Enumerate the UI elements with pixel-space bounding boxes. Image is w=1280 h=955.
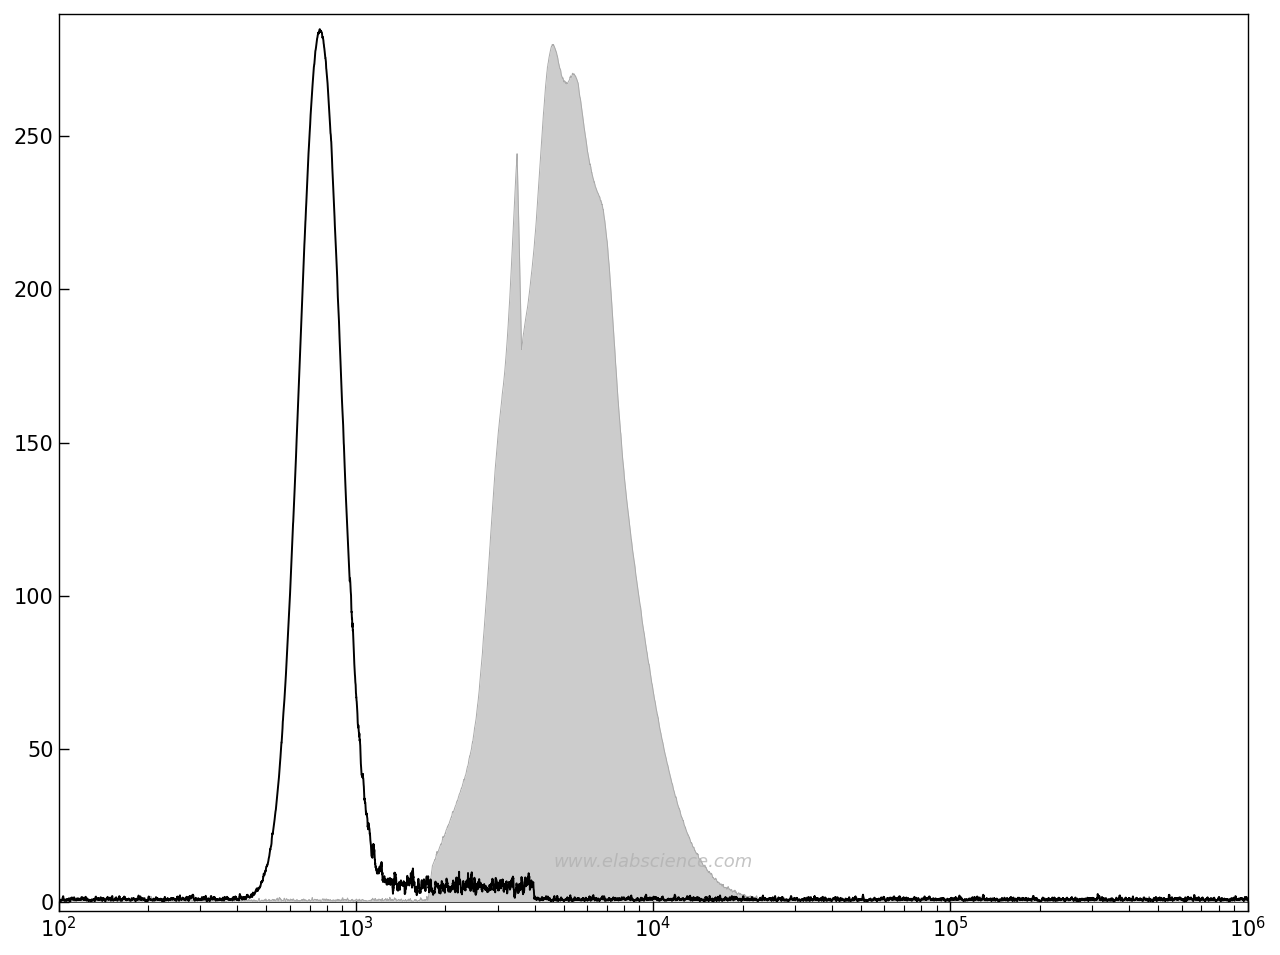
Text: www.elabscience.com: www.elabscience.com [553, 853, 753, 871]
